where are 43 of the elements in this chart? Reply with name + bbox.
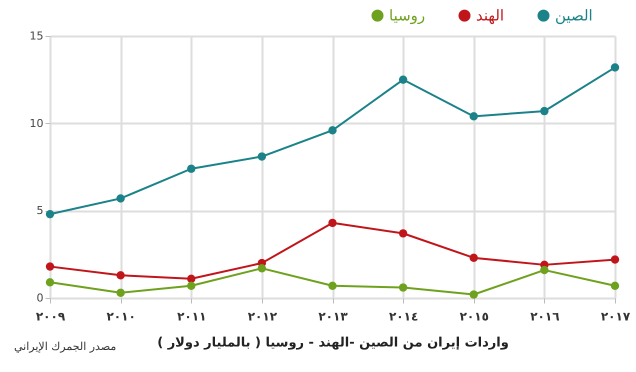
x-tick-label: ٢٠٠٩ bbox=[36, 310, 66, 324]
point bbox=[187, 274, 196, 283]
point bbox=[398, 283, 408, 292]
point bbox=[610, 63, 620, 72]
point bbox=[187, 282, 196, 290]
point bbox=[46, 278, 54, 286]
point bbox=[470, 290, 478, 299]
point bbox=[398, 75, 408, 84]
x-axis-title: واردات إيران من الصين -الهند - روسيا ( بالمليار دولار ) bbox=[157, 336, 509, 350]
x-tick-label: ٢٠١٦ bbox=[530, 310, 560, 324]
point bbox=[540, 106, 549, 116]
point bbox=[258, 152, 266, 161]
point bbox=[328, 218, 337, 228]
text: مصدر الجمرك الإيراني bbox=[14, 340, 116, 353]
point bbox=[398, 229, 408, 238]
point bbox=[470, 254, 478, 262]
x-tick-label: ٢٠١٤ bbox=[388, 310, 418, 324]
point bbox=[540, 266, 549, 274]
point bbox=[187, 164, 196, 173]
point bbox=[116, 194, 125, 203]
point bbox=[116, 271, 125, 280]
x-tick-label: ٢٠١٠ bbox=[106, 310, 136, 324]
x-tick-label: ٢٠١٢ bbox=[248, 310, 278, 324]
point bbox=[116, 288, 125, 297]
point bbox=[610, 255, 620, 264]
legend-label: الصين bbox=[555, 6, 593, 25]
y-tick-label: 15 bbox=[30, 30, 44, 42]
legend-label: روسيا bbox=[389, 6, 426, 25]
y-tick-label: 10 bbox=[30, 116, 44, 130]
point bbox=[46, 210, 54, 218]
point bbox=[258, 264, 266, 272]
point bbox=[610, 282, 620, 290]
x-tick-label: ٢٠١١ bbox=[177, 310, 206, 324]
x-tick-label: ٢٠١٥ bbox=[460, 310, 489, 324]
point bbox=[470, 112, 478, 121]
point bbox=[328, 282, 337, 290]
point bbox=[328, 126, 337, 134]
point bbox=[46, 262, 54, 271]
legend-label: الهند bbox=[476, 6, 504, 25]
y-tick-label: 0 bbox=[36, 292, 44, 304]
y-tick-label: 5 bbox=[36, 204, 44, 218]
x-tick-label: ٢٠١٧ bbox=[600, 310, 631, 324]
x-tick-label: ٢٠١٣ bbox=[318, 310, 348, 324]
